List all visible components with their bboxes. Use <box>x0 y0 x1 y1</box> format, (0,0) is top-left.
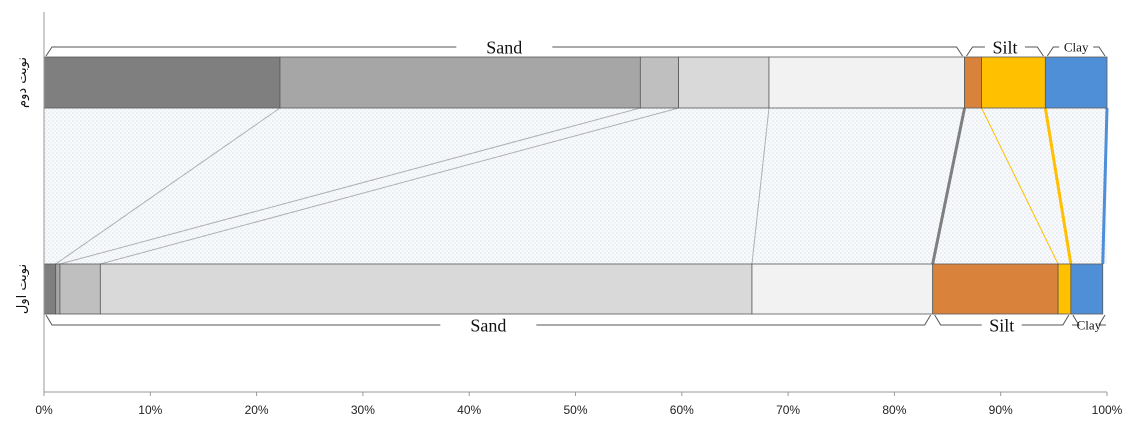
x-tick-label: 0% <box>35 403 53 417</box>
bar-segment <box>1070 263 1104 315</box>
x-tick-label: 30% <box>351 403 375 417</box>
bar-segment <box>1057 263 1072 315</box>
group-bracket <box>552 46 963 57</box>
bars <box>43 56 1108 315</box>
x-axis: 0% 10% 20% 30% 40% 50% 60% 70% 80% 90% 100% <box>35 12 1123 417</box>
bar-segment <box>59 263 101 315</box>
group-bracket <box>1098 314 1106 326</box>
group-bracket <box>1024 46 1044 57</box>
group-label: Silt <box>989 315 1014 335</box>
group-label: Sand <box>486 37 522 57</box>
connector-line <box>1043 107 1073 265</box>
bar-segment <box>55 263 61 315</box>
connector-line <box>100 107 679 265</box>
flow-region <box>44 107 1109 265</box>
x-tick-label: 50% <box>563 403 587 417</box>
x-tick-label: 10% <box>138 403 162 417</box>
group-label: Clay <box>1064 40 1089 55</box>
bar-segment <box>678 56 770 109</box>
connector-line <box>1101 107 1109 265</box>
connector-line <box>59 107 641 265</box>
bar-segment <box>279 56 641 109</box>
bar-segment <box>639 56 680 109</box>
group-brackets: Sand Silt Clay Sand Silt Clay <box>45 37 1106 335</box>
flow-fill <box>44 108 1107 264</box>
bar-segment <box>43 56 281 109</box>
x-tick-label: 100% <box>1092 403 1123 417</box>
bar-segment <box>981 56 1046 109</box>
bar-segment <box>1044 56 1108 109</box>
group-bracket <box>1093 46 1106 57</box>
x-tick-label: 90% <box>989 403 1013 417</box>
group-bracket <box>45 46 457 57</box>
x-tick-label: 20% <box>245 403 269 417</box>
bar-segment <box>43 263 57 315</box>
bar-segment <box>768 56 965 109</box>
bar-segment <box>964 56 982 109</box>
group-label: Silt <box>992 37 1017 57</box>
group-bracket <box>536 314 932 326</box>
group-bracket <box>1021 314 1070 326</box>
group-bracket <box>934 314 982 326</box>
group-label: Sand <box>470 315 506 335</box>
x-tick-label: 80% <box>882 403 906 417</box>
x-tick-label: 70% <box>776 403 800 417</box>
group-bracket <box>1071 314 1080 326</box>
connector-line <box>931 107 967 265</box>
bar-segment <box>932 263 1059 315</box>
x-tick-label: 40% <box>457 403 481 417</box>
group-label: Clay <box>1077 318 1102 333</box>
category-label: نوبت دوم <box>15 57 30 108</box>
group-bracket <box>45 314 441 326</box>
connector-line <box>981 107 1059 265</box>
category-labels: نوبت دوم نوبت اول <box>15 57 30 314</box>
group-bracket <box>1046 46 1060 57</box>
x-tick-label: 60% <box>670 403 694 417</box>
category-label: نوبت اول <box>15 264 30 314</box>
group-bracket <box>966 46 985 57</box>
connector-line <box>55 107 281 265</box>
bar-segment <box>99 263 753 315</box>
bar-segment <box>751 263 934 315</box>
connector-line <box>751 107 770 265</box>
